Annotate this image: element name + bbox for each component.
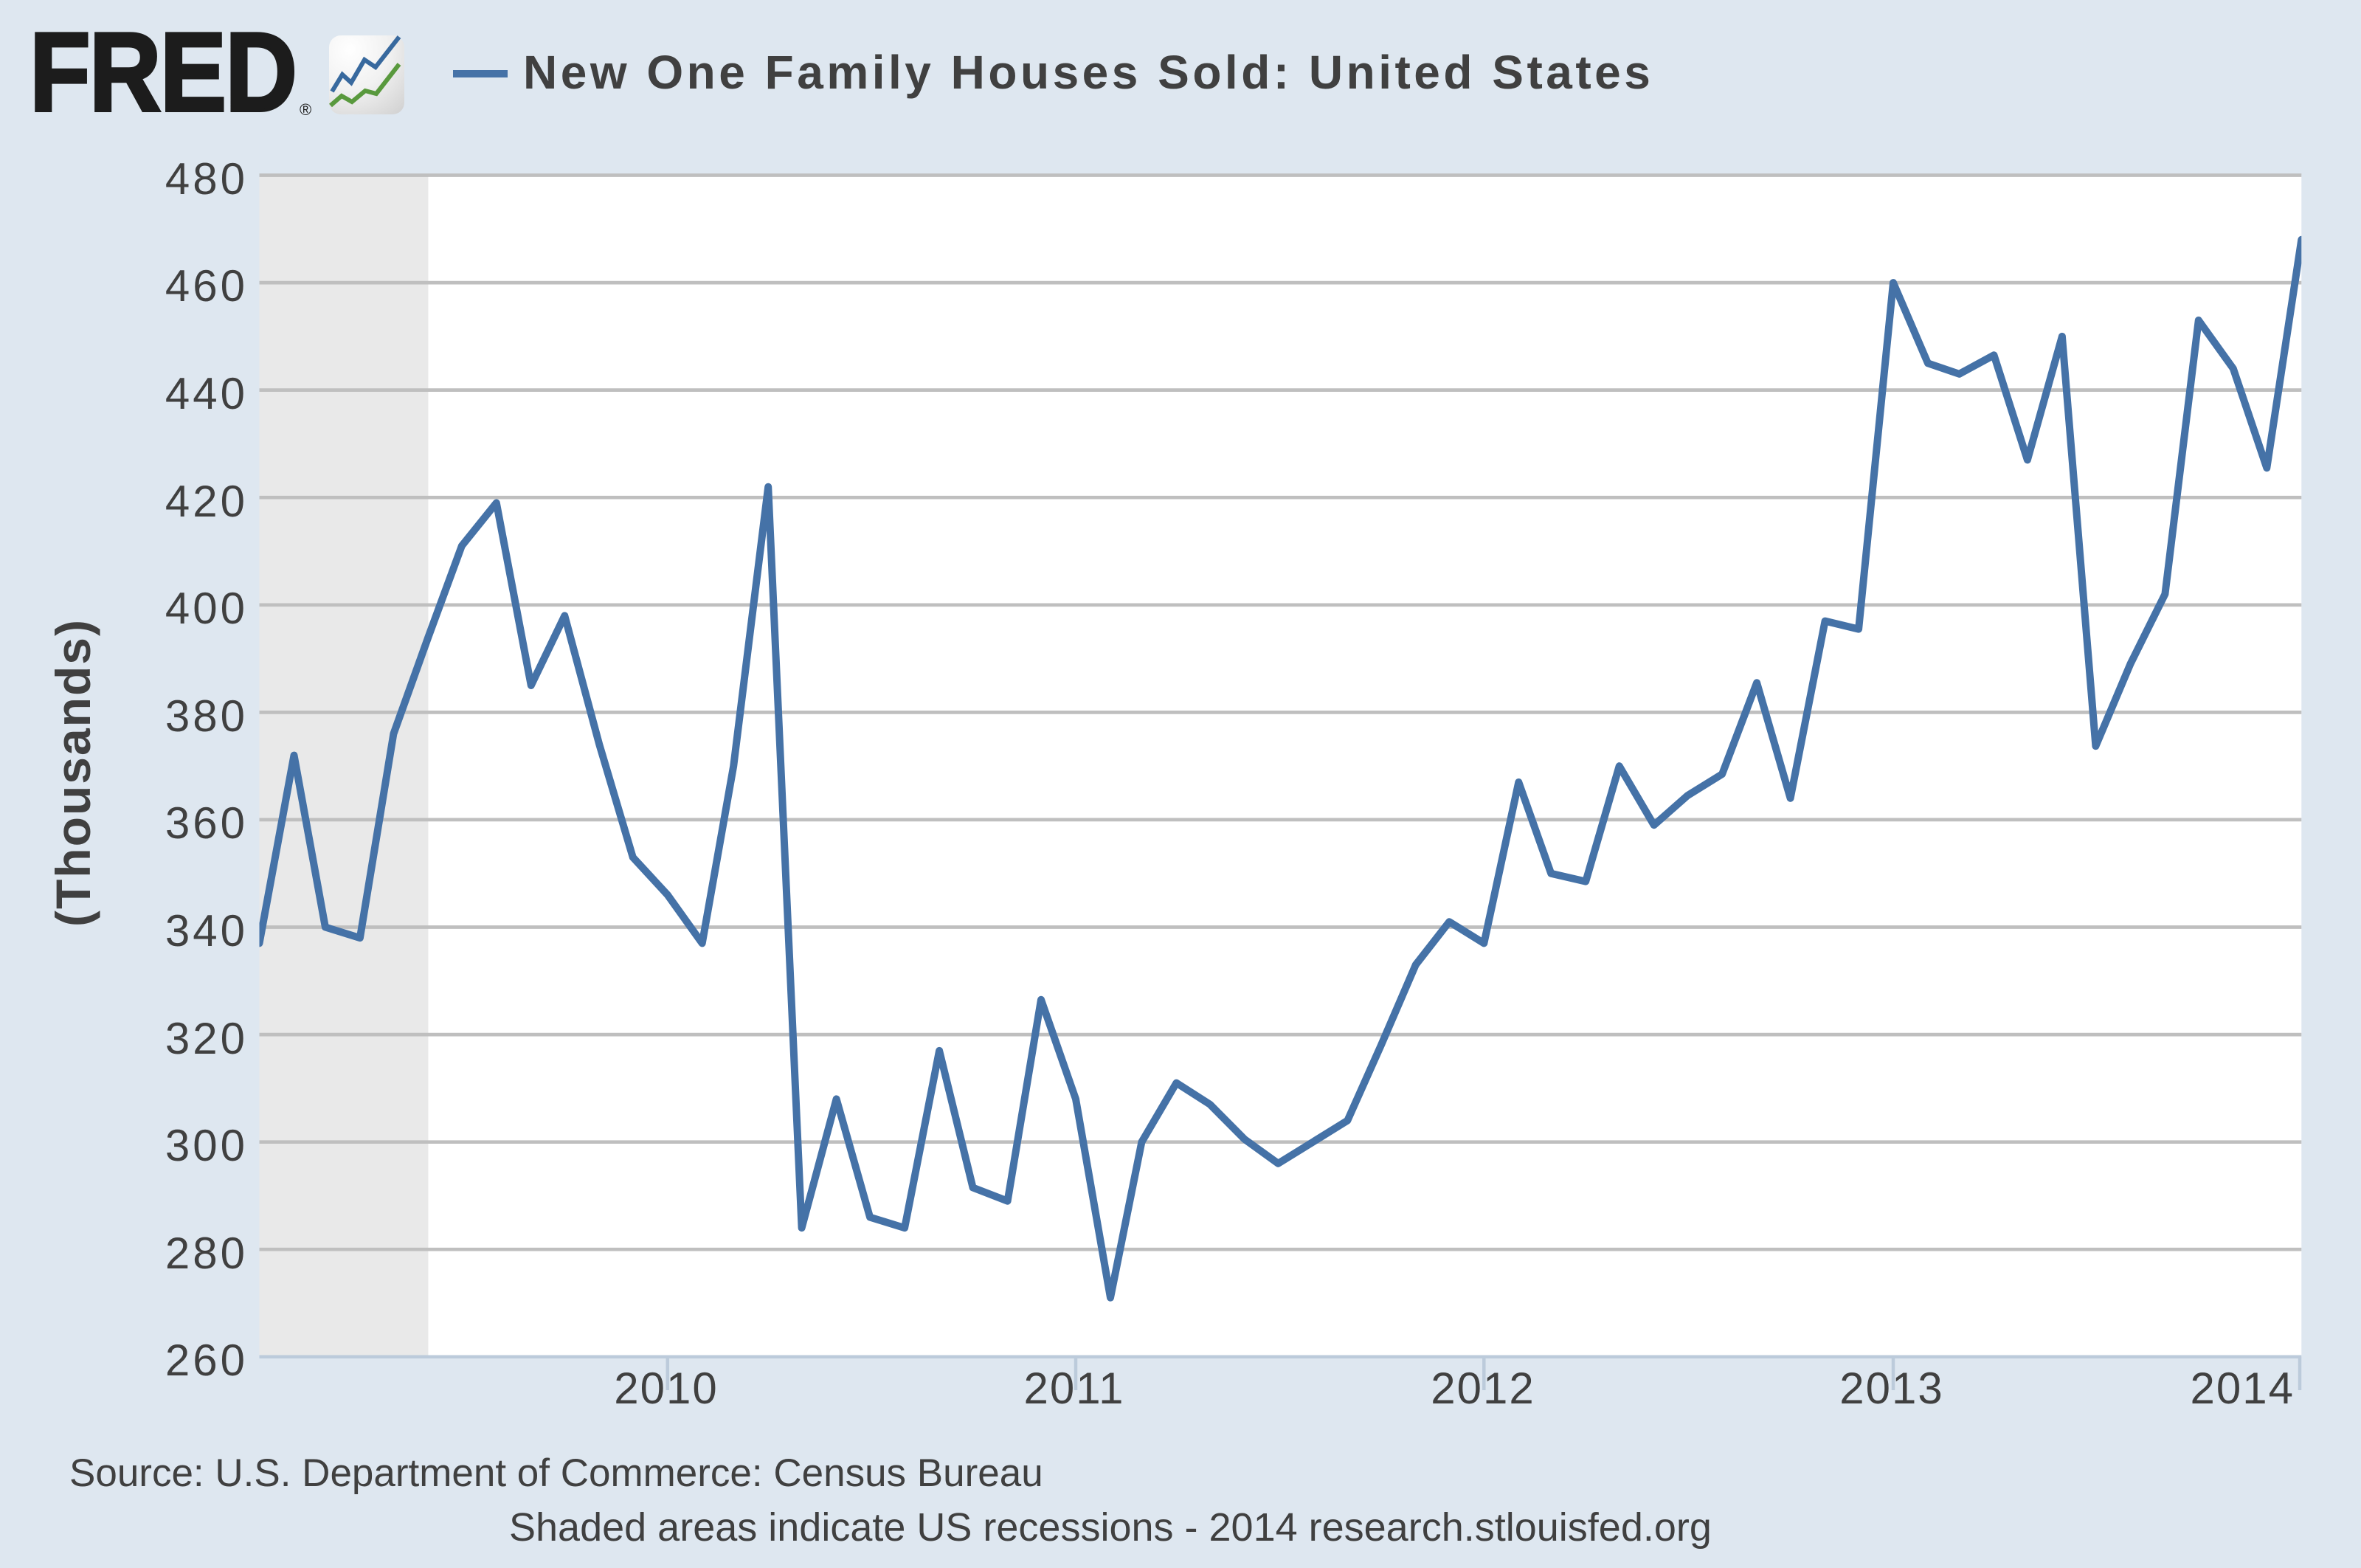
svg-text:440: 440 [165, 369, 248, 418]
svg-text:2011: 2011 [1023, 1364, 1124, 1413]
svg-text:320: 320 [165, 1014, 248, 1063]
svg-text:380: 380 [165, 691, 248, 741]
svg-text:400: 400 [165, 584, 248, 633]
svg-text:420: 420 [165, 477, 248, 526]
svg-text:340: 340 [165, 906, 248, 956]
svg-text:300: 300 [165, 1121, 248, 1170]
svg-text:2014: 2014 [2191, 1364, 2295, 1413]
svg-text:(Thousands): (Thousands) [46, 618, 100, 927]
svg-text:360: 360 [165, 798, 248, 848]
svg-text:2010: 2010 [614, 1364, 718, 1413]
svg-text:280: 280 [165, 1229, 248, 1278]
svg-text:2012: 2012 [1431, 1364, 1535, 1413]
svg-text:460: 460 [165, 261, 248, 311]
svg-text:480: 480 [165, 154, 248, 204]
svg-text:260: 260 [165, 1336, 248, 1385]
svg-text:2013: 2013 [1839, 1364, 1943, 1413]
